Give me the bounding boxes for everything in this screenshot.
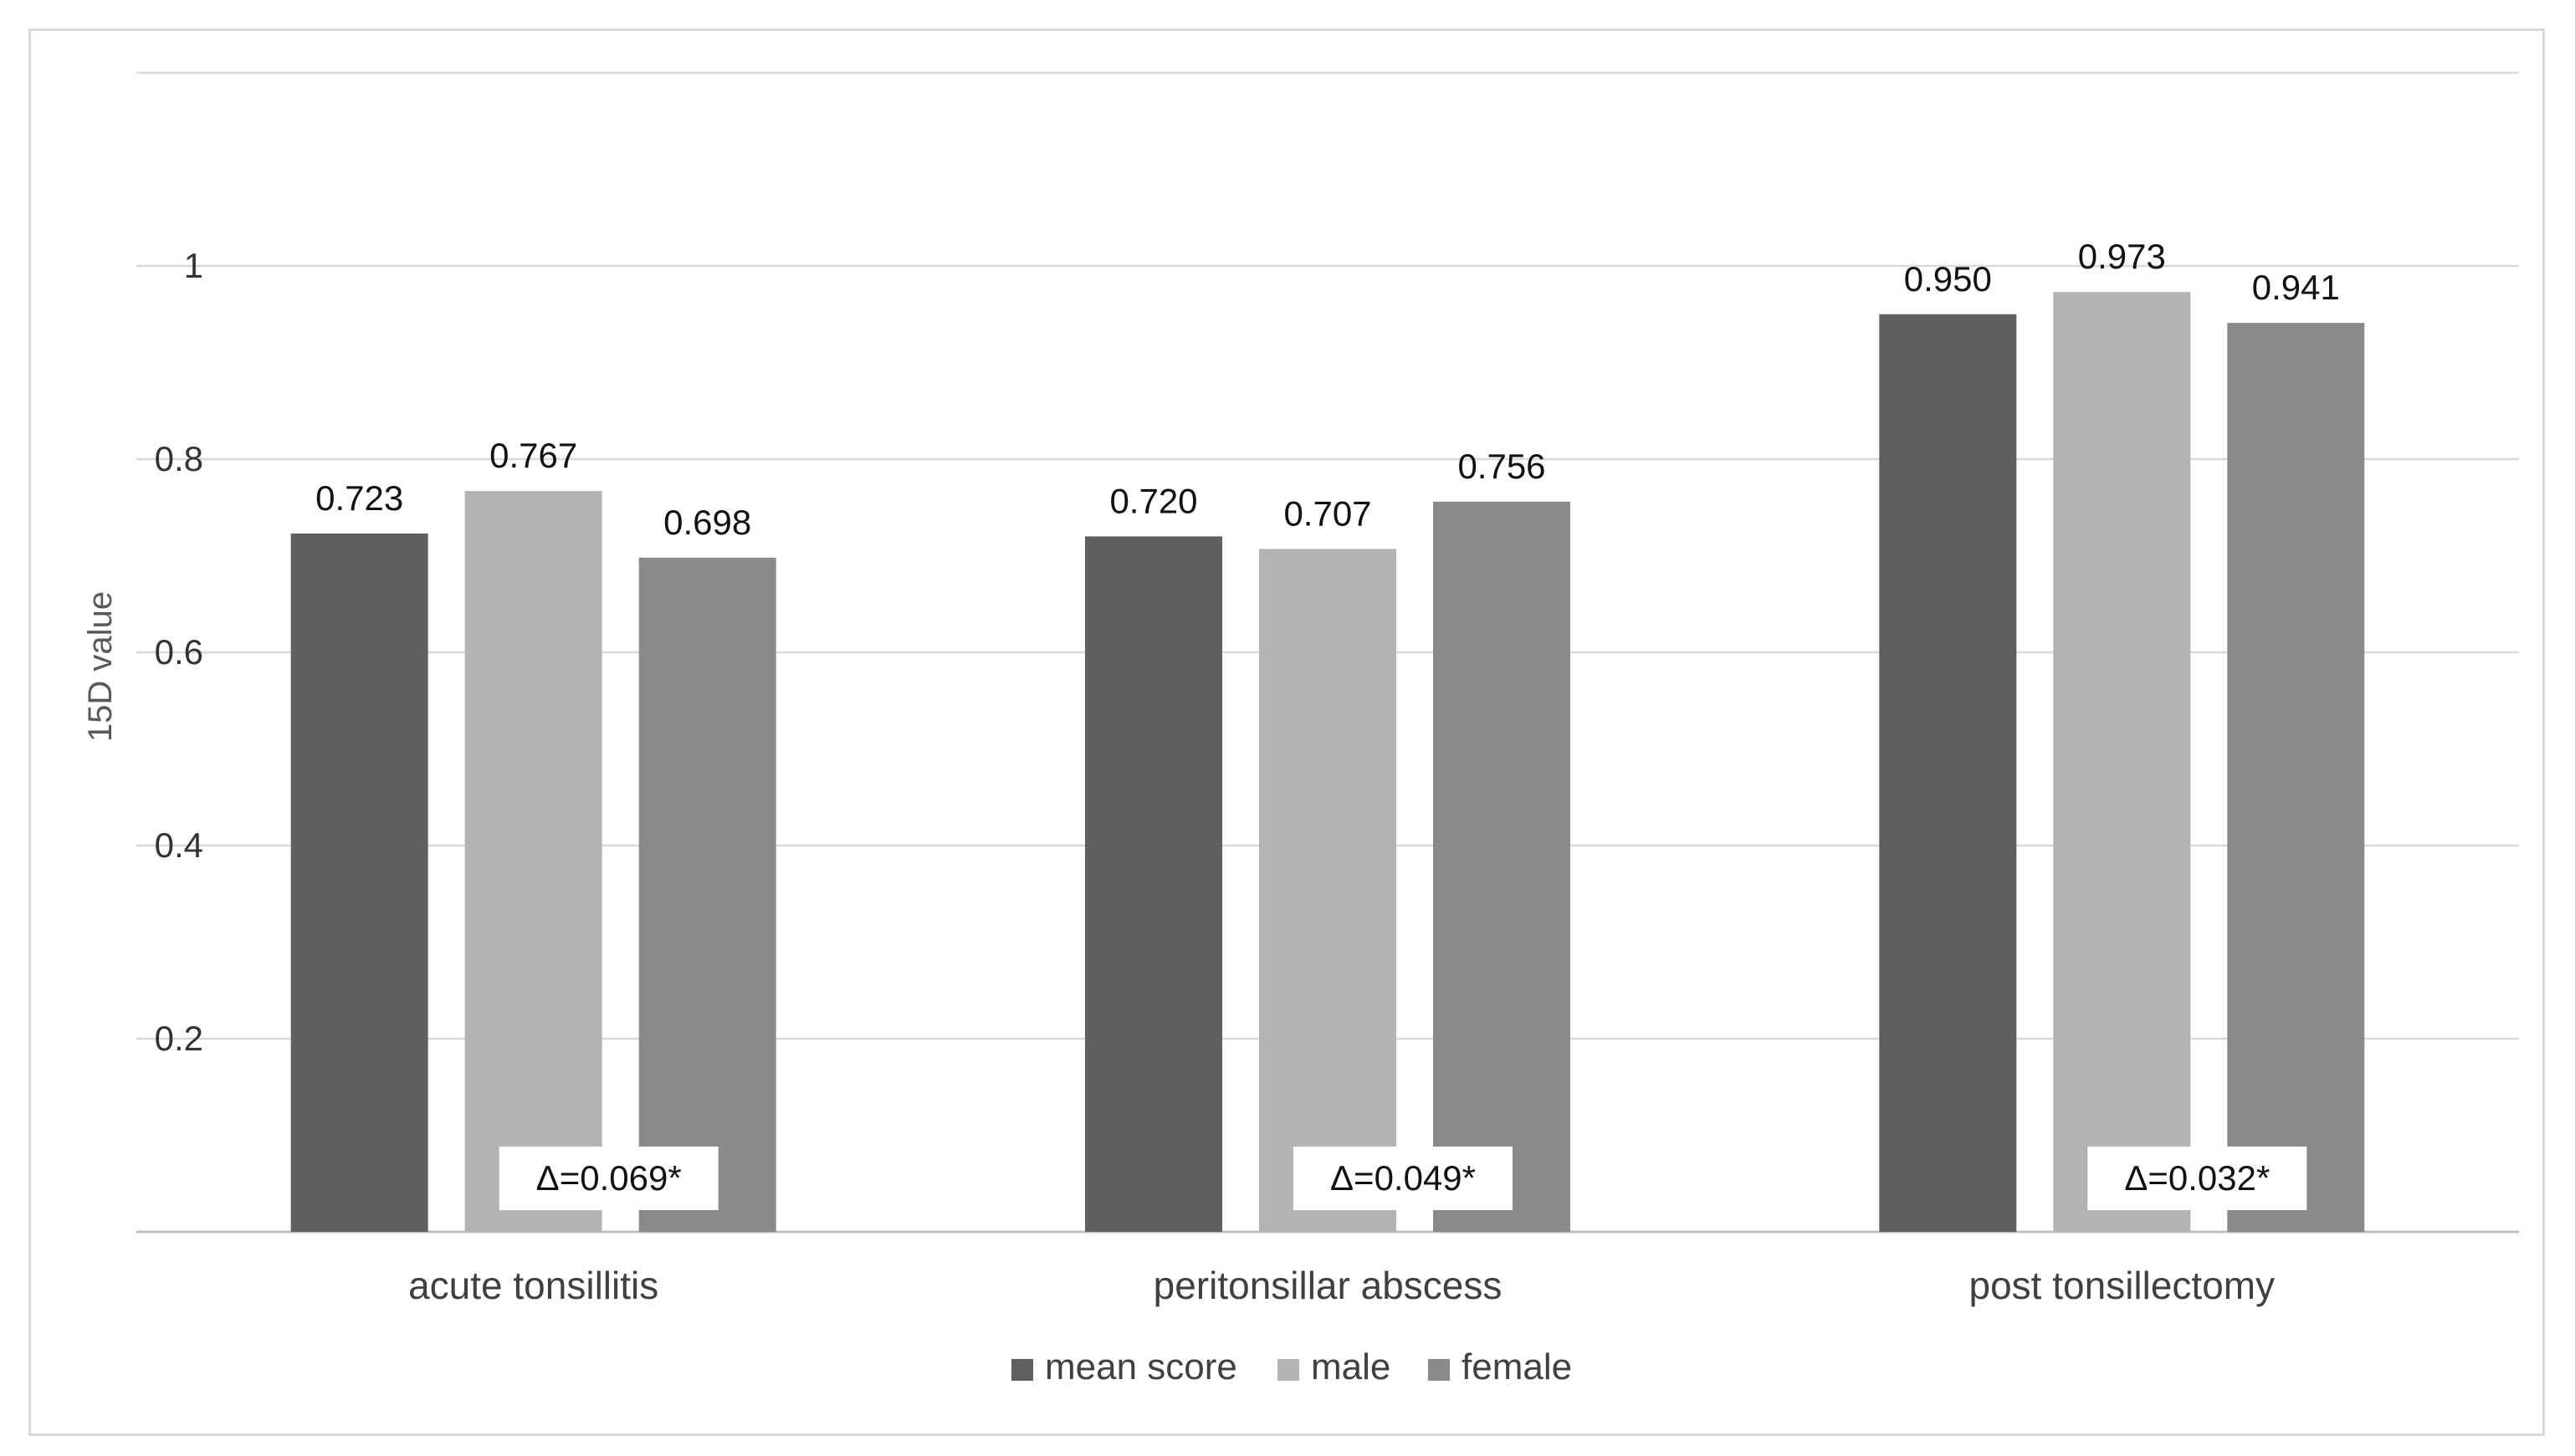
legend-swatch-male	[1277, 1359, 1299, 1381]
data-label: 0.941	[2252, 268, 2340, 307]
data-label: 0.950	[1904, 259, 1992, 299]
y-tick-label: 0.6	[155, 632, 203, 672]
legend: mean score male female	[1011, 1346, 1572, 1387]
delta-annotation: Δ=0.049*	[1330, 1158, 1476, 1198]
chart-frame: 0.2 0.4 0.6 0.8 1 0.723 0.767 0.698 0.720 0.707 0…	[28, 28, 2545, 1436]
category-label: acute tonsillitis	[408, 1264, 658, 1307]
bar-male	[1259, 549, 1396, 1232]
legend-label-female: female	[1462, 1346, 1572, 1387]
data-label: 0.767	[489, 436, 577, 475]
legend-label-mean-score: mean score	[1045, 1346, 1237, 1387]
bar-female	[2227, 323, 2365, 1232]
y-tick-label: 0.4	[155, 825, 203, 865]
y-tick-label: 0.2	[155, 1019, 203, 1058]
bars	[290, 292, 2365, 1232]
y-tick-label: 0.8	[155, 439, 203, 478]
data-label: 0.973	[2078, 237, 2166, 276]
data-label: 0.707	[1283, 493, 1371, 533]
data-label: 0.698	[663, 503, 751, 542]
delta-annotation: Δ=0.032*	[2124, 1158, 2270, 1198]
data-label: 0.720	[1109, 481, 1197, 520]
delta-annotation-box	[499, 1147, 719, 1210]
bar-mean-score	[1879, 314, 2017, 1232]
bar-female	[638, 557, 776, 1232]
bar-mean-score	[290, 533, 428, 1232]
data-labels: 0.723 0.767 0.698 0.720 0.707 0.756 0.950 0.973…	[315, 237, 2340, 542]
data-label: 0.723	[315, 478, 403, 518]
category-label: peritonsillar abscess	[1154, 1264, 1503, 1307]
y-tick-label: 1	[184, 246, 203, 285]
bar-male	[464, 491, 602, 1232]
bar-female	[1433, 501, 1570, 1232]
delta-annotation-box	[1293, 1147, 1513, 1210]
legend-swatch-female	[1428, 1359, 1450, 1381]
legend-swatch-mean-score	[1011, 1359, 1033, 1381]
legend-label-male: male	[1311, 1346, 1390, 1387]
x-axis-categories: acute tonsillitis peritonsillar abscess po…	[408, 1264, 2275, 1307]
bar-male	[2053, 292, 2191, 1232]
data-label: 0.756	[1457, 447, 1545, 486]
annotations: Δ=0.069* Δ=0.049* Δ=0.032*	[499, 1147, 2307, 1210]
y-axis-ticks: 0.2 0.4 0.6 0.8 1	[155, 246, 203, 1058]
delta-annotation-box	[2087, 1147, 2307, 1210]
category-label: post tonsillectomy	[1969, 1264, 2276, 1307]
y-axis-label: 15D value	[82, 591, 119, 742]
bar-mean-score	[1085, 536, 1222, 1232]
delta-annotation: Δ=0.069*	[536, 1158, 682, 1198]
